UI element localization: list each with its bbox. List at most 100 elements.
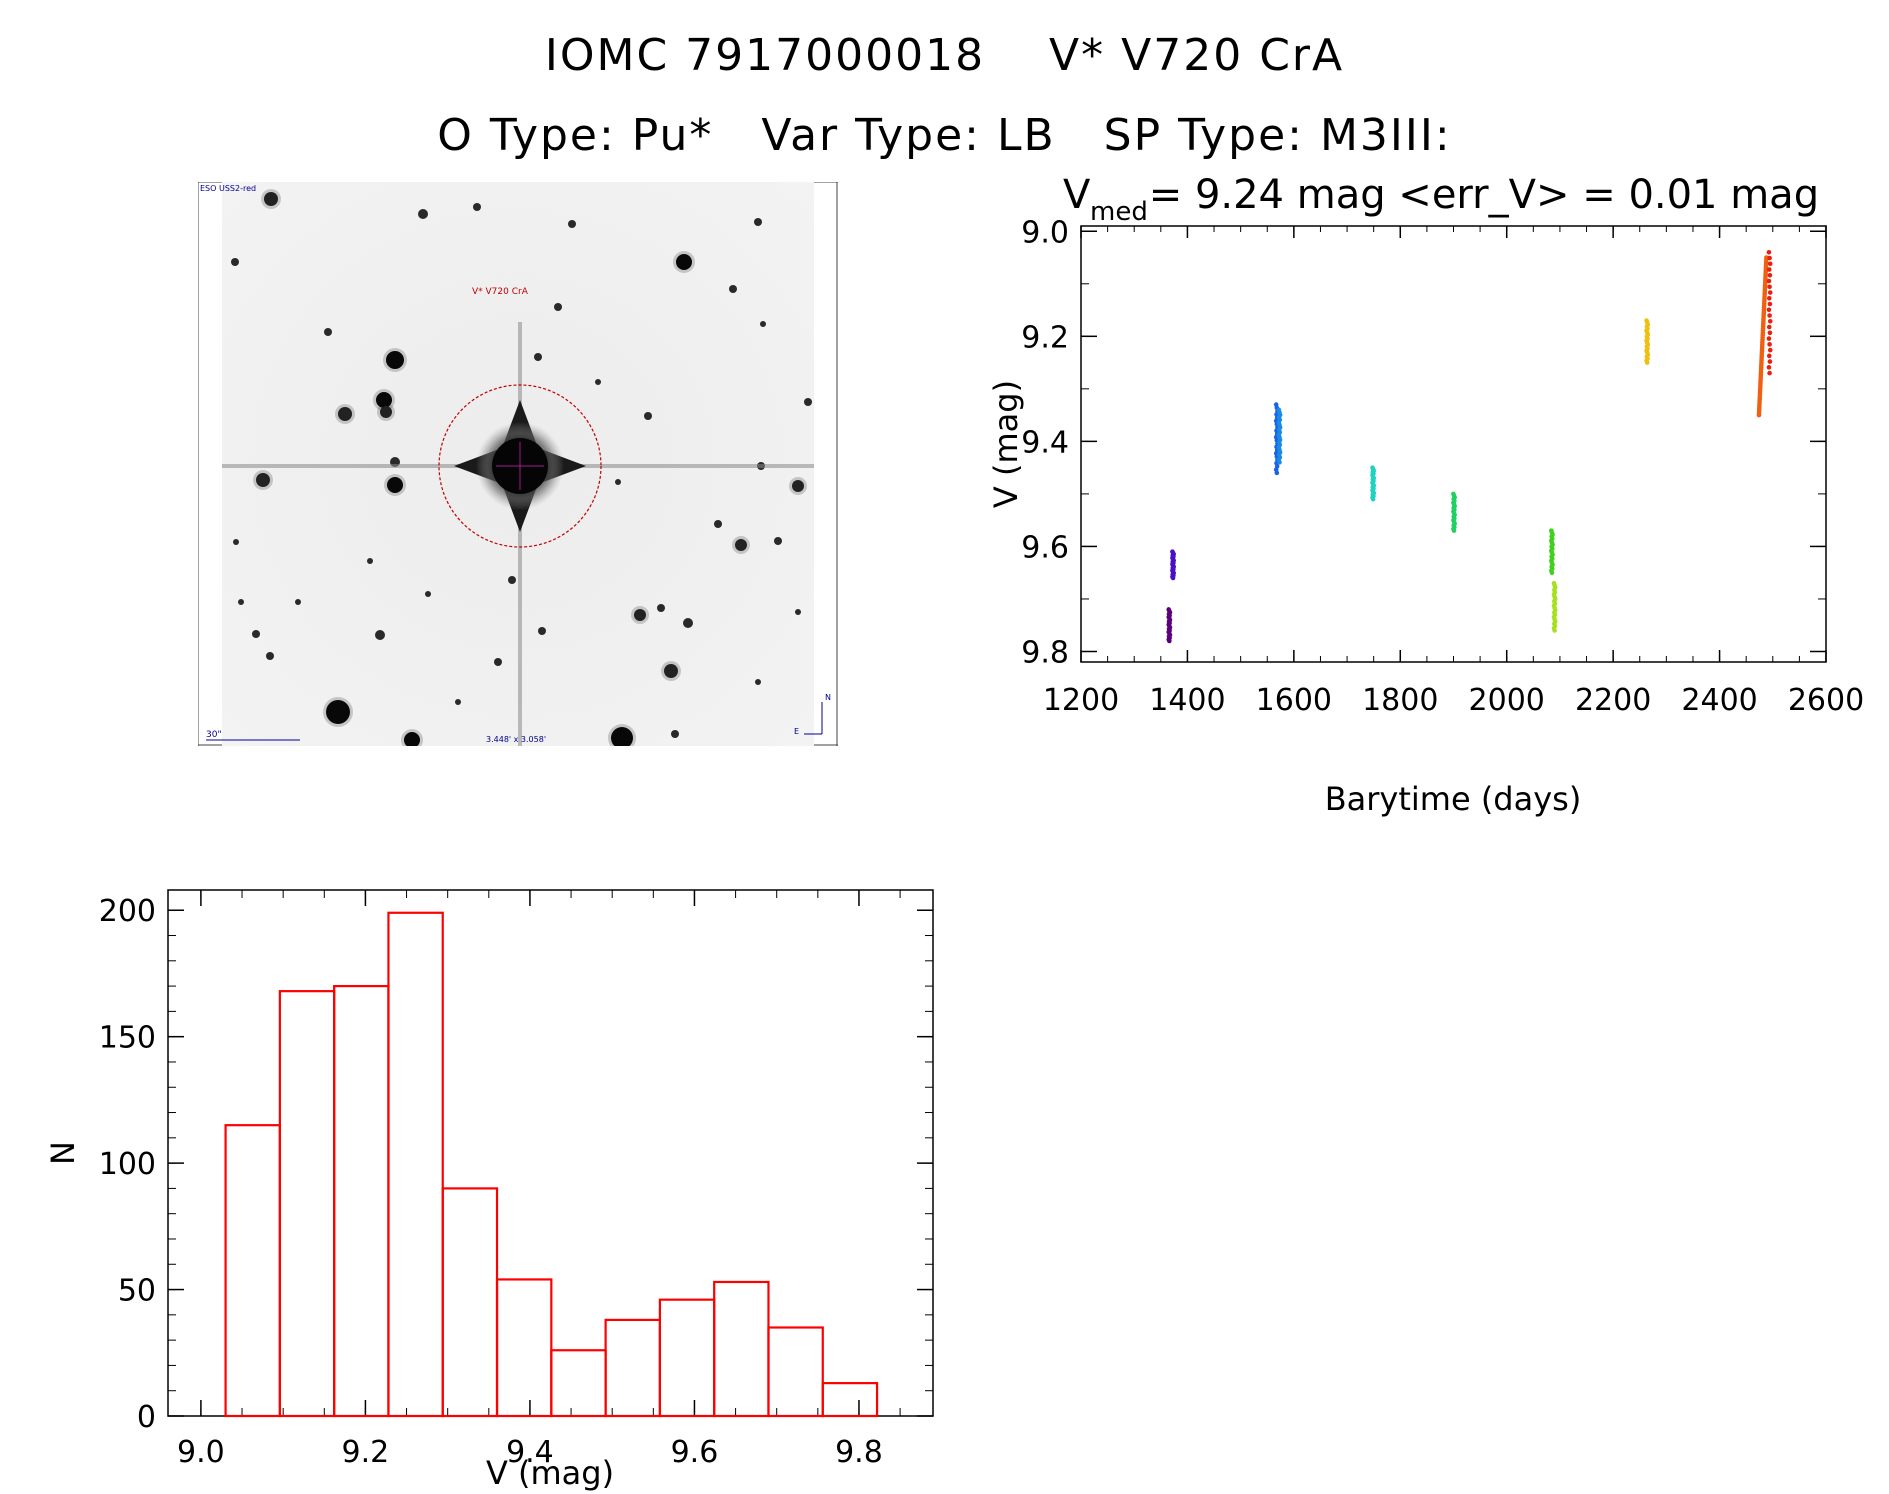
field-star bbox=[508, 576, 516, 584]
field-star-glow bbox=[673, 251, 695, 273]
data-point bbox=[1277, 460, 1282, 465]
survey-label: ESO USS2-red bbox=[200, 184, 256, 193]
field-star bbox=[664, 664, 678, 678]
field-star bbox=[795, 609, 801, 615]
field-star bbox=[404, 732, 420, 746]
field-star bbox=[671, 730, 679, 738]
east-label: E bbox=[794, 727, 799, 736]
data-point bbox=[1767, 319, 1773, 324]
data-point bbox=[1552, 628, 1557, 633]
y-tick-label: 50 bbox=[118, 1274, 156, 1309]
field-star-glow bbox=[373, 389, 395, 411]
y-axis-label: V (mag) bbox=[987, 380, 1025, 508]
field-star-glow bbox=[789, 477, 807, 495]
field-star bbox=[729, 285, 737, 293]
data-point bbox=[1767, 359, 1773, 364]
x-tick-label: 1800 bbox=[1362, 683, 1438, 718]
y-tick-label: 9.4 bbox=[1021, 425, 1069, 460]
histogram-chart: 9.0 9.2 9.4 9.6 9.8 0 50 100 150 200 V (mag) N bbox=[44, 889, 934, 1492]
data-point bbox=[1767, 284, 1772, 290]
x-tick-label: 2600 bbox=[1788, 683, 1864, 718]
histogram-bar bbox=[441, 1187, 499, 1418]
field-star bbox=[755, 679, 761, 685]
y-tick-label: 9.8 bbox=[1021, 635, 1069, 670]
histogram-bar bbox=[550, 1349, 607, 1418]
data-point bbox=[1767, 370, 1772, 376]
data-point bbox=[1766, 365, 1772, 370]
data-point bbox=[1766, 249, 1772, 255]
x-tick-label: 2400 bbox=[1681, 683, 1757, 718]
histogram-bar bbox=[821, 1382, 879, 1418]
field-star bbox=[375, 630, 385, 640]
data-point bbox=[1766, 336, 1772, 341]
field-stars bbox=[231, 189, 812, 746]
field-star bbox=[367, 558, 373, 564]
x-tick-label: 9.2 bbox=[342, 1435, 390, 1470]
data-point bbox=[1767, 290, 1773, 295]
field-star bbox=[714, 520, 722, 528]
plot-frame bbox=[1080, 225, 1827, 663]
stats-v: V bbox=[1063, 172, 1091, 218]
histogram-bars bbox=[224, 911, 879, 1418]
histogram-bar bbox=[278, 990, 336, 1418]
stats-text: = 9.24 mag <err_V> = 0.01 mag bbox=[1136, 172, 1819, 218]
field-star bbox=[804, 398, 812, 406]
field-star bbox=[554, 303, 562, 311]
field-star bbox=[534, 353, 542, 361]
data-point bbox=[1767, 347, 1773, 353]
x-tick-label: 1400 bbox=[1149, 683, 1225, 718]
field-star bbox=[233, 539, 239, 545]
field-star bbox=[418, 209, 428, 219]
histogram-bar bbox=[713, 1280, 770, 1418]
target-label: V* V720 CrA bbox=[472, 287, 529, 297]
histogram-bar bbox=[495, 1278, 553, 1418]
data-point bbox=[1767, 330, 1773, 336]
field-star bbox=[792, 480, 804, 492]
field-star bbox=[611, 727, 633, 746]
field-star bbox=[256, 473, 270, 487]
data-point bbox=[1451, 528, 1457, 533]
data-point bbox=[1766, 353, 1772, 359]
data-point bbox=[1767, 255, 1772, 261]
field-star bbox=[494, 658, 502, 666]
field-star-glow bbox=[261, 189, 281, 209]
y-tick-label: 150 bbox=[99, 1021, 156, 1056]
histogram-bar bbox=[767, 1326, 824, 1418]
field-star bbox=[634, 609, 646, 621]
field-star bbox=[376, 392, 392, 408]
field-star bbox=[231, 258, 239, 266]
data-point bbox=[1767, 301, 1773, 307]
field-star-glow bbox=[401, 729, 423, 746]
field-star bbox=[683, 618, 693, 628]
data-point bbox=[1767, 272, 1773, 278]
field-star bbox=[266, 652, 274, 660]
fov-label: 3.448' x 3.058' bbox=[486, 735, 546, 744]
field-star bbox=[295, 599, 301, 605]
scale-bar-label: 30" bbox=[206, 730, 222, 740]
finder-chart-image: ESO USS2-red V* V720 CrA 30" 3.448' x 3.… bbox=[198, 182, 838, 746]
data-point bbox=[1274, 470, 1280, 476]
field-star bbox=[568, 220, 576, 228]
stats-sub: med bbox=[1090, 197, 1148, 227]
target-circle bbox=[438, 384, 602, 548]
field-star bbox=[387, 477, 403, 493]
y-tick-label: 9.0 bbox=[1021, 215, 1069, 250]
field-star-glow bbox=[383, 348, 407, 372]
histogram-bar bbox=[387, 911, 444, 1418]
data-point bbox=[1766, 307, 1772, 313]
field-star bbox=[754, 218, 762, 226]
y-tick-label: 9.2 bbox=[1021, 320, 1069, 355]
data-point bbox=[1370, 496, 1376, 502]
x-tick-label: 2200 bbox=[1575, 683, 1651, 718]
x-tick-label: 2000 bbox=[1469, 683, 1545, 718]
x-tick-label: 1600 bbox=[1256, 683, 1332, 718]
field-star bbox=[538, 627, 546, 635]
data-point bbox=[1644, 360, 1650, 365]
data-point bbox=[1767, 342, 1772, 347]
field-star bbox=[774, 537, 782, 545]
chart-title: IOMC 7917000018 V* V720 CrA bbox=[544, 30, 1345, 81]
y-tick-label: 9.6 bbox=[1021, 530, 1069, 565]
field-star-glow bbox=[732, 536, 750, 554]
field-star bbox=[615, 479, 621, 485]
x-axis-label: Barytime (days) bbox=[1325, 780, 1582, 818]
